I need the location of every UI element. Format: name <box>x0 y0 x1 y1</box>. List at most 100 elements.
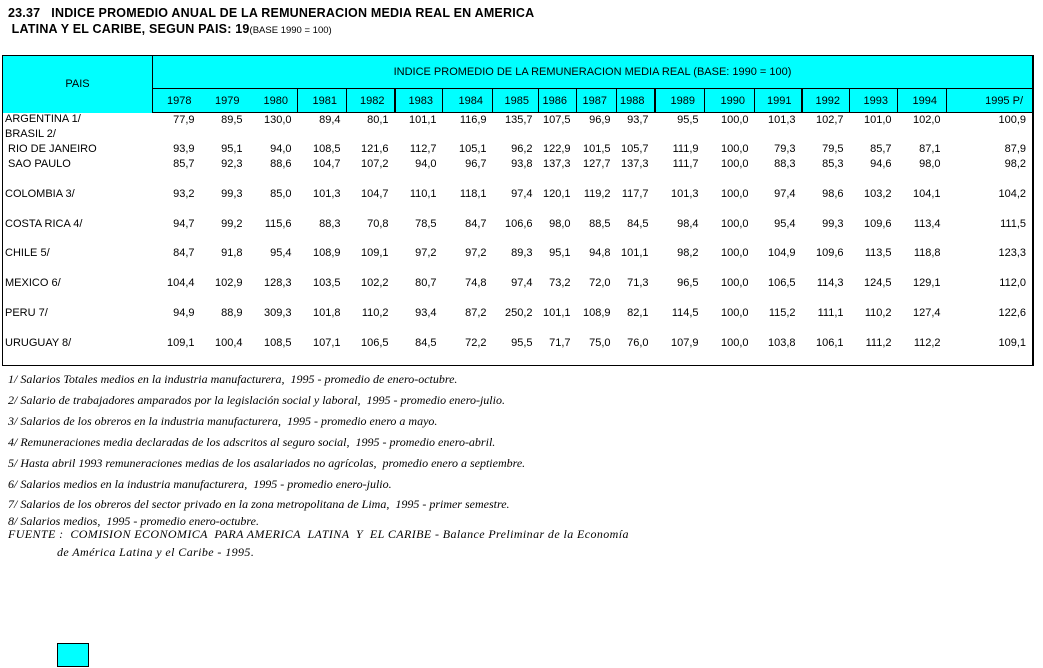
footnote: 5/ Hasta abril 1993 remuneraciones media… <box>8 456 526 470</box>
country-cell <box>3 351 153 366</box>
value-cell: 110,2 <box>361 306 389 319</box>
value-cell <box>347 127 395 142</box>
year-header: 1982 <box>346 88 395 113</box>
value-cell <box>898 232 947 247</box>
table-row: COSTA RICA 4/94,7 99,2 115,6 88,3 70,8 78,5 84… <box>3 217 1034 232</box>
value-cell: 93,4 <box>415 306 437 319</box>
value-cell: 100,0 <box>721 277 749 290</box>
value-cell <box>755 351 802 366</box>
value-cell: 91,8 <box>221 247 243 260</box>
value-cell: 100,0 <box>721 306 749 319</box>
value-cell: 110,1 <box>409 187 437 200</box>
value-cell <box>850 321 898 336</box>
value-cell: 97,4 <box>511 277 533 290</box>
value-cell <box>617 202 655 217</box>
value-cell <box>947 351 1033 366</box>
value-cell <box>947 172 1033 187</box>
footnote: 6/ Salarios medios en la industria manuf… <box>8 477 392 491</box>
value-cell <box>298 127 347 142</box>
value-cell <box>443 321 493 336</box>
year-header: 1995 P/ <box>946 88 1033 113</box>
value-cell: 89,5 <box>221 113 243 126</box>
value-cell <box>898 261 947 276</box>
value-cell <box>539 351 577 366</box>
value-cell: 100,0 <box>721 336 749 349</box>
value-cell <box>493 291 539 306</box>
footnote: 1/ Salarios Totales medios en la industr… <box>8 372 458 386</box>
value-cell <box>493 232 539 247</box>
year-header: 1990 <box>704 88 755 113</box>
footnote: 7/ Salarios de los obreros del sector pr… <box>8 497 510 511</box>
value-cell: 111,1 <box>817 306 844 319</box>
value-cell <box>539 232 577 247</box>
value-cell: 108,9 <box>583 306 611 319</box>
value-cell: 104,7 <box>361 187 389 200</box>
value-cell: 102,0 <box>913 113 941 126</box>
value-cell: 94,0 <box>270 143 292 156</box>
country-cell: MEXICO 6/ <box>5 277 61 290</box>
value-cell: 80,1 <box>367 113 389 126</box>
value-cell: 116,9 <box>459 113 487 126</box>
value-cell: 95,1 <box>549 247 571 260</box>
value-cell: 71,7 <box>549 336 571 349</box>
value-cell: 101,5 <box>583 143 611 156</box>
value-cell <box>443 261 493 276</box>
pais-column-header: PAIS <box>2 55 153 113</box>
value-cell: 118,1 <box>459 187 487 200</box>
value-cell <box>249 351 298 366</box>
value-cell <box>539 321 577 336</box>
value-cell: 102,2 <box>361 277 389 290</box>
value-cell <box>201 351 249 366</box>
value-cell: 250,2 <box>505 306 533 319</box>
value-cell <box>298 351 347 366</box>
value-cell: 95,5 <box>511 336 533 349</box>
value-cell <box>655 172 705 187</box>
value-cell <box>802 291 850 306</box>
footnote: 2/ Salario de trabajadores amparados por… <box>8 393 505 407</box>
value-cell <box>850 291 898 306</box>
year-header: 1979 <box>200 88 249 113</box>
spacer-row <box>3 202 1034 217</box>
value-cell <box>201 261 249 276</box>
value-cell <box>617 261 655 276</box>
year-header: 1980 <box>248 88 298 113</box>
value-cell: 106,6 <box>505 217 533 230</box>
value-cell: 109,6 <box>816 247 844 260</box>
value-cell <box>443 127 493 142</box>
value-cell: 94,6 <box>870 158 892 171</box>
value-cell: 94,8 <box>589 247 611 260</box>
value-cell: 100,9 <box>998 113 1026 126</box>
value-cell: 87,9 <box>1004 143 1026 156</box>
value-cell: 114,5 <box>671 306 699 319</box>
spacer-row <box>3 261 1034 276</box>
value-cell <box>577 291 617 306</box>
value-cell <box>705 172 755 187</box>
value-cell <box>655 321 705 336</box>
value-cell <box>755 321 802 336</box>
value-cell <box>493 127 539 142</box>
year-header: 1992 <box>800 88 850 113</box>
value-cell: 96,9 <box>589 113 611 126</box>
value-cell <box>577 321 617 336</box>
value-cell: 97,2 <box>415 247 437 260</box>
value-cell <box>947 202 1033 217</box>
value-cell: 95,5 <box>677 113 699 126</box>
country-cell <box>3 321 153 336</box>
value-cell: 112,2 <box>913 336 941 349</box>
value-cell <box>947 321 1033 336</box>
value-cell: 92,3 <box>221 158 243 171</box>
value-cell: 101,1 <box>621 247 649 260</box>
value-cell <box>577 351 617 366</box>
value-cell: 111,7 <box>672 158 699 171</box>
value-cell: 88,6 <box>270 158 292 171</box>
value-cell: 89,3 <box>511 247 533 260</box>
value-cell <box>539 172 577 187</box>
value-cell <box>347 321 395 336</box>
value-cell <box>395 202 443 217</box>
value-cell: 77,9 <box>173 113 195 126</box>
value-cell: 103,2 <box>864 187 892 200</box>
value-cell: 124,5 <box>864 277 892 290</box>
value-cell <box>655 202 705 217</box>
remuneration-index-table: PAIS INDICE PROMEDIO DE LA REMUNERACION … <box>2 55 1034 366</box>
